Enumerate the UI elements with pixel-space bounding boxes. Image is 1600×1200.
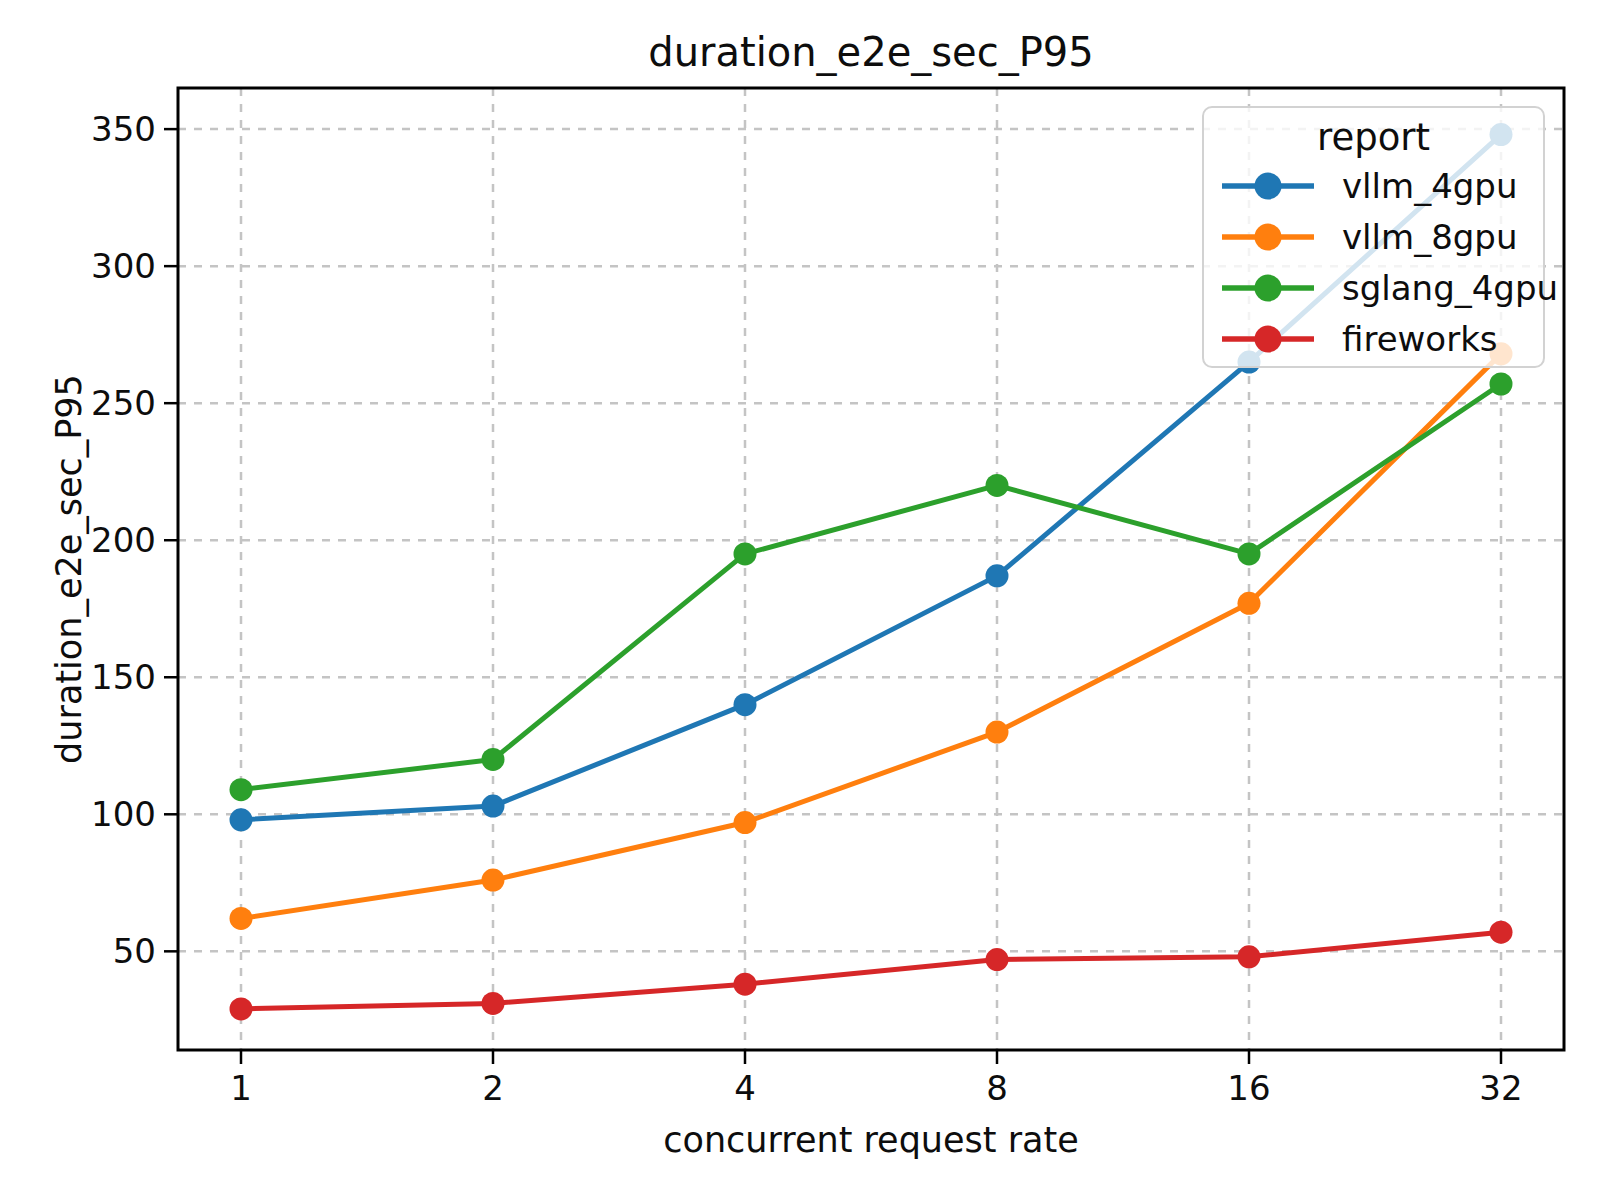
legend-entry-sglang_4gpu: sglang_4gpu bbox=[1204, 262, 1543, 313]
data-point-sglang_4gpu bbox=[482, 748, 505, 771]
data-point-vllm_8gpu bbox=[986, 721, 1009, 744]
data-point-sglang_4gpu bbox=[986, 474, 1009, 497]
legend-line-marker-icon bbox=[1220, 170, 1316, 202]
data-point-fireworks bbox=[1238, 945, 1261, 968]
series-line-vllm_8gpu bbox=[241, 354, 1501, 919]
legend-entry-vllm_8gpu: vllm_8gpu bbox=[1204, 211, 1543, 262]
data-point-vllm_8gpu bbox=[482, 869, 505, 892]
data-point-fireworks bbox=[734, 973, 757, 996]
legend-entry-label: sglang_4gpu bbox=[1342, 271, 1558, 305]
legend-entry-label: vllm_8gpu bbox=[1342, 220, 1517, 254]
y-tick-label: 300 bbox=[91, 246, 156, 286]
y-tick-label: 350 bbox=[91, 109, 156, 149]
x-tick-label: 4 bbox=[734, 1068, 756, 1108]
series-line-fireworks bbox=[241, 932, 1501, 1009]
legend-entries: vllm_4gpu vllm_8gpu sglang_4gpu fireworks bbox=[1204, 160, 1543, 364]
x-tick-label: 2 bbox=[482, 1068, 504, 1108]
x-tick-label: 1 bbox=[230, 1068, 252, 1108]
legend-line-marker-icon bbox=[1220, 221, 1316, 253]
x-axis-label: concurrent request rate bbox=[663, 1120, 1079, 1160]
y-tick-label: 150 bbox=[91, 657, 156, 697]
x-tick-label: 8 bbox=[986, 1068, 1008, 1108]
legend-entry-vllm_4gpu: vllm_4gpu bbox=[1204, 160, 1543, 211]
y-tick-label: 50 bbox=[113, 931, 156, 971]
legend-line-marker-icon bbox=[1220, 272, 1316, 304]
y-tick-label: 200 bbox=[91, 520, 156, 560]
data-point-vllm_8gpu bbox=[230, 907, 253, 930]
data-point-vllm_8gpu bbox=[1238, 592, 1261, 615]
legend-entry-fireworks: fireworks bbox=[1204, 313, 1543, 364]
data-point-vllm_4gpu bbox=[986, 564, 1009, 587]
data-point-sglang_4gpu bbox=[734, 542, 757, 565]
chart-title: duration_e2e_sec_P95 bbox=[648, 29, 1093, 75]
x-tick-label: 16 bbox=[1227, 1068, 1270, 1108]
series-line-sglang_4gpu bbox=[241, 384, 1501, 790]
data-point-fireworks bbox=[482, 992, 505, 1015]
legend: report vllm_4gpu vllm_8gpu sglang_4gpufire… bbox=[1202, 106, 1545, 368]
data-point-fireworks bbox=[986, 948, 1009, 971]
legend-title: report bbox=[1204, 108, 1543, 160]
legend-line-marker-icon bbox=[1220, 323, 1316, 355]
data-point-fireworks bbox=[230, 997, 253, 1020]
data-point-vllm_8gpu bbox=[734, 811, 757, 834]
y-tick-label: 250 bbox=[91, 383, 156, 423]
data-point-sglang_4gpu bbox=[230, 778, 253, 801]
data-point-fireworks bbox=[1490, 921, 1513, 944]
legend-entry-label: vllm_4gpu bbox=[1342, 169, 1517, 203]
y-axis-label: duration_e2e_sec_P95 bbox=[49, 374, 89, 764]
legend-entry-label: fireworks bbox=[1342, 322, 1498, 356]
chart-figure: 1 2 4 8 16 32 50 100 150 200 250 300 350 duration_e2… bbox=[0, 0, 1600, 1200]
data-point-vllm_4gpu bbox=[482, 795, 505, 818]
data-point-sglang_4gpu bbox=[1490, 373, 1513, 396]
x-tick-label: 32 bbox=[1479, 1068, 1522, 1108]
data-point-sglang_4gpu bbox=[1238, 542, 1261, 565]
data-point-vllm_4gpu bbox=[734, 693, 757, 716]
data-point-vllm_4gpu bbox=[230, 808, 253, 831]
y-tick-label: 100 bbox=[91, 794, 156, 834]
